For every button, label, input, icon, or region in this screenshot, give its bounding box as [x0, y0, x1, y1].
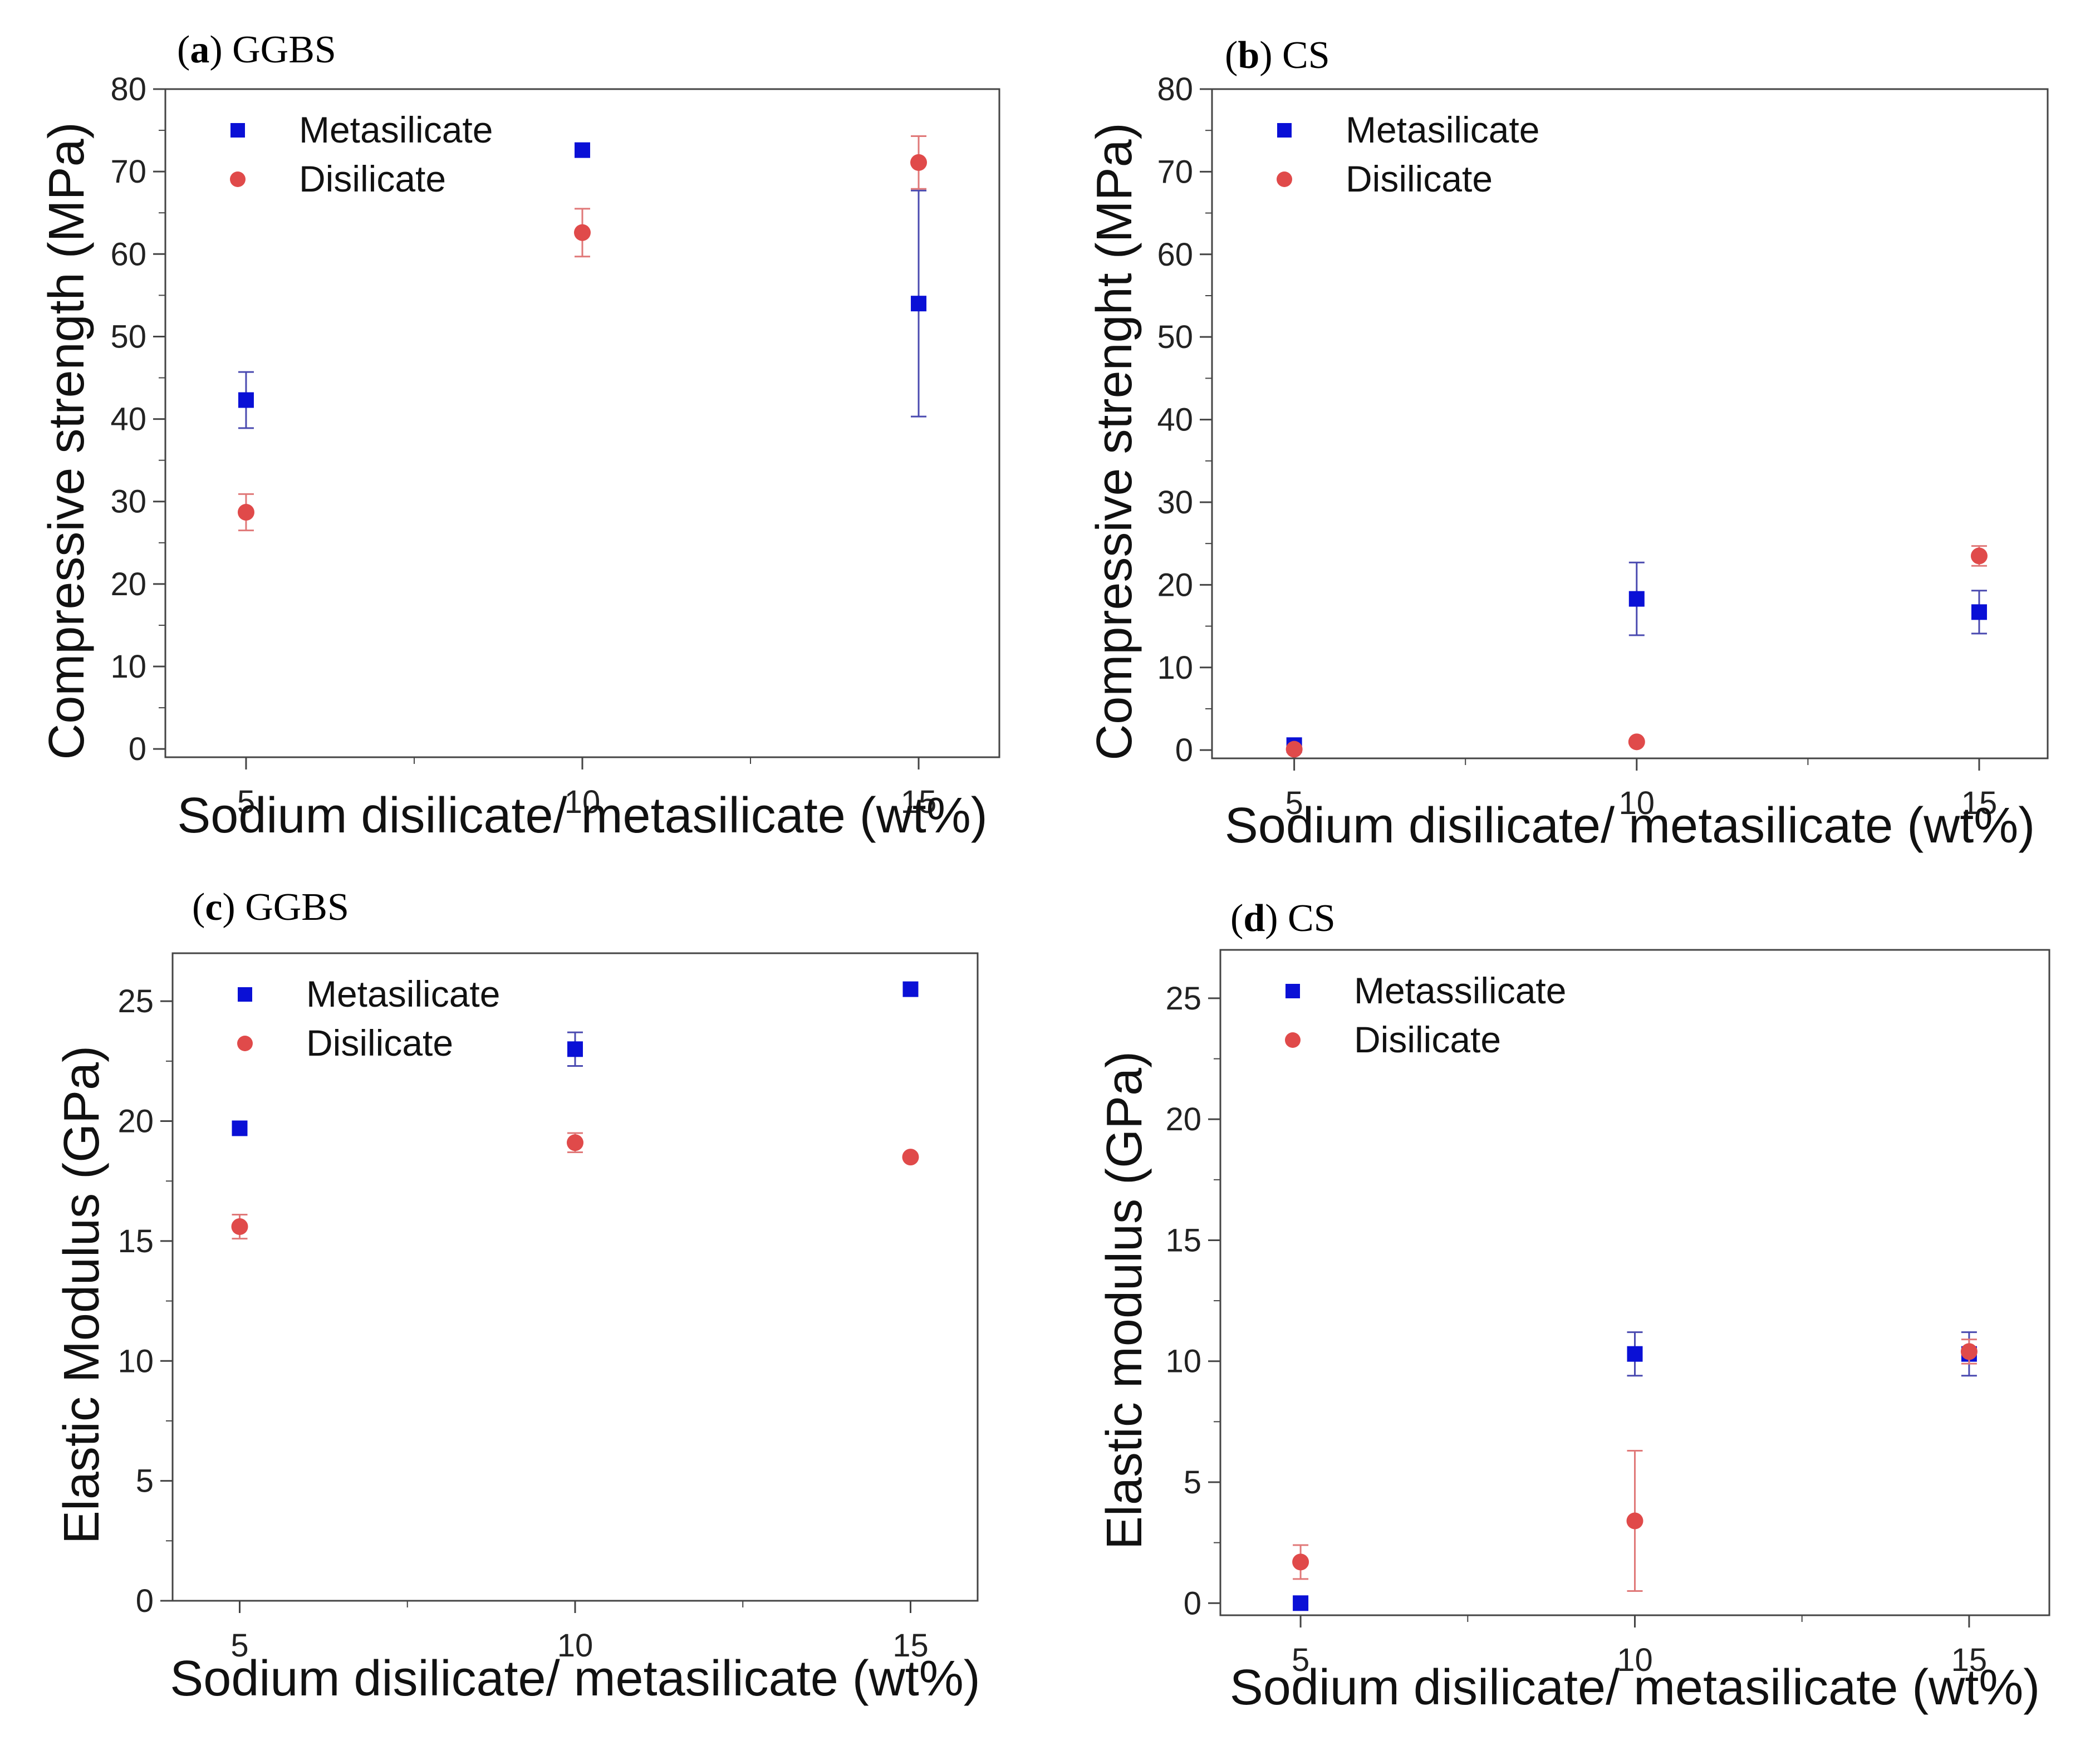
- y-tick-label: 10: [110, 649, 146, 685]
- y-tick-label: 10: [117, 1343, 154, 1379]
- x-axis-title: Sodium disilicate/ metasilicate (wt%): [1225, 798, 2035, 854]
- y-tick-label: 20: [1157, 567, 1193, 603]
- data-point-square: [238, 392, 254, 408]
- data-point-square: [1628, 591, 1645, 607]
- x-axis-title: Sodium disilicate/ metasilicate (wt%): [177, 788, 987, 844]
- y-tick-label: 20: [117, 1104, 154, 1140]
- legend-label: Metasilicate: [299, 109, 493, 150]
- y-tick-label: 15: [117, 1223, 154, 1259]
- data-point-circle: [237, 504, 254, 521]
- legend-marker-circle: [237, 1036, 253, 1051]
- y-axis-title: Elastic modulus (GPa): [1097, 1051, 1152, 1550]
- y-tick-label: 40: [110, 401, 146, 438]
- data-point-circle: [1970, 547, 1988, 565]
- panel-title: (c) GGBS: [192, 886, 349, 929]
- x-tick-label: 15: [892, 1627, 929, 1664]
- y-tick-label: 15: [1165, 1222, 1201, 1258]
- x-tick-label: 5: [1292, 1642, 1309, 1678]
- data-point-circle: [574, 224, 591, 241]
- x-tick-label: 5: [230, 1627, 248, 1664]
- data-point-circle: [1626, 1512, 1643, 1530]
- panel-title: (a) GGBS: [177, 28, 336, 71]
- legend-marker-circle: [230, 171, 246, 187]
- y-tick-label: 10: [1157, 650, 1193, 686]
- x-tick-label: 15: [1961, 785, 1998, 821]
- y-tick-label: 30: [110, 484, 146, 520]
- y-axis-title: Compressive strenght (MPa): [1087, 122, 1142, 760]
- data-point-square: [567, 1041, 583, 1057]
- data-point-circle: [231, 1218, 248, 1236]
- x-tick-label: 15: [1951, 1642, 1988, 1678]
- data-point-square: [575, 142, 590, 158]
- data-point-circle: [1285, 741, 1303, 758]
- legend-label: Metasilicate: [306, 973, 500, 1014]
- y-tick-label: 40: [1157, 402, 1193, 438]
- panel-title: (b) CS: [1225, 34, 1330, 77]
- y-tick-label: 20: [1165, 1101, 1201, 1138]
- data-point-square: [902, 981, 919, 997]
- legend-label: Disilicate: [299, 158, 446, 199]
- data-point-square: [1293, 1595, 1309, 1611]
- panel-title: (d) CS: [1230, 897, 1336, 940]
- data-point-circle: [902, 1149, 919, 1166]
- y-tick-label: 20: [110, 566, 146, 602]
- x-tick-label: 5: [237, 784, 255, 820]
- legend-marker-square: [238, 987, 252, 1002]
- y-axis-title: Elastic Modulus (GPa): [54, 1046, 110, 1544]
- plot-frame: [164, 88, 1000, 758]
- data-point-circle: [1960, 1343, 1978, 1360]
- y-tick-label: 70: [110, 154, 146, 190]
- y-tick-label: 0: [136, 1583, 154, 1619]
- legend-marker-square: [230, 123, 245, 138]
- y-tick-label: 10: [1165, 1344, 1201, 1380]
- y-axis-title: Compressive strength (MPa): [39, 122, 95, 759]
- legend-marker-square: [1277, 123, 1292, 138]
- y-tick-label: 5: [1184, 1464, 1201, 1501]
- y-tick-label: 60: [1157, 237, 1193, 273]
- legend-label: Metassilicate: [1354, 970, 1566, 1011]
- x-tick-label: 10: [1617, 1642, 1653, 1678]
- legend-label: Metasilicate: [1346, 109, 1539, 150]
- y-tick-label: 70: [1157, 154, 1193, 190]
- y-tick-label: 0: [1184, 1585, 1201, 1621]
- data-point-square: [1627, 1346, 1643, 1362]
- data-point-square: [911, 296, 927, 312]
- y-tick-label: 25: [1165, 981, 1201, 1017]
- y-tick-label: 80: [110, 71, 146, 107]
- legend-label: Disilicate: [1354, 1019, 1501, 1060]
- legend-marker-circle: [1277, 171, 1292, 187]
- legend-label: Disilicate: [1346, 158, 1493, 199]
- x-tick-label: 10: [565, 784, 601, 820]
- x-axis-title: Sodium disilicate/ metasilicate (wt%): [170, 1651, 980, 1707]
- data-point-circle: [1628, 733, 1645, 751]
- y-tick-label: 30: [1157, 484, 1193, 521]
- y-tick-label: 0: [129, 731, 146, 767]
- legend-marker-circle: [1285, 1032, 1301, 1048]
- y-tick-label: 0: [1175, 732, 1193, 768]
- legend-marker-square: [1285, 984, 1300, 998]
- x-tick-label: 10: [1619, 785, 1655, 821]
- data-point-circle: [567, 1134, 583, 1151]
- x-axis-title: Sodium disilicate/ metasilicate (wt%): [1230, 1660, 2040, 1715]
- y-tick-label: 5: [136, 1463, 154, 1499]
- x-tick-label: 10: [557, 1627, 593, 1664]
- x-tick-label: 15: [901, 784, 937, 820]
- x-tick-label: 5: [1285, 785, 1303, 821]
- plot-frame: [1211, 88, 2049, 759]
- legend-label: Disilicate: [306, 1022, 453, 1063]
- y-tick-label: 80: [1157, 71, 1193, 107]
- data-point-circle: [910, 154, 928, 171]
- y-tick-label: 60: [110, 236, 146, 272]
- y-tick-label: 50: [1157, 319, 1193, 355]
- y-tick-label: 25: [117, 983, 154, 1019]
- data-point-square: [1971, 604, 1987, 620]
- data-point-square: [232, 1120, 248, 1136]
- y-tick-label: 50: [110, 318, 146, 355]
- data-point-circle: [1292, 1553, 1309, 1571]
